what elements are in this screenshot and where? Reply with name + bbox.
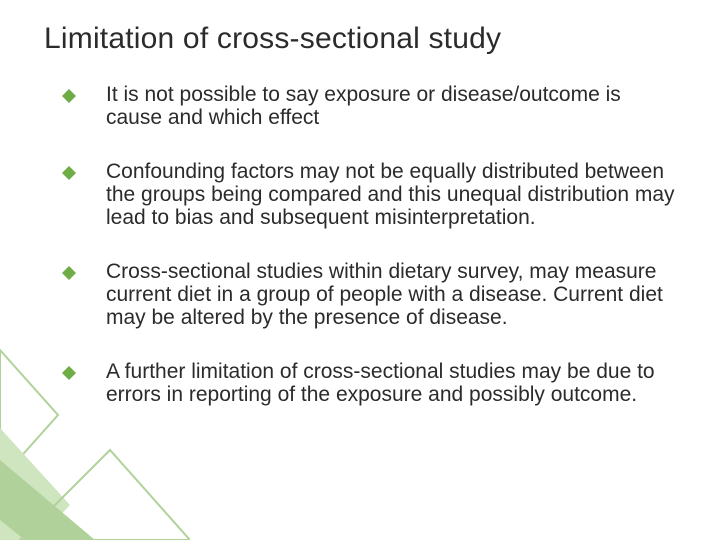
diamond-bullet-icon: [62, 89, 76, 103]
diamond-bullet-icon: [62, 266, 76, 280]
diamond-bullet-icon: [62, 166, 76, 180]
bullet-text: It is not possible to say exposure or di…: [106, 83, 621, 129]
list-item: A further limitation of cross-sectional …: [62, 361, 676, 406]
diamond-bullet-icon: [62, 366, 76, 380]
bullet-text: Cross-sectional studies within dietary s…: [106, 260, 663, 328]
list-item: It is not possible to say exposure or di…: [62, 84, 676, 129]
bullet-text: A further limitation of cross-sectional …: [106, 360, 655, 406]
list-item: Cross-sectional studies within dietary s…: [62, 261, 676, 329]
slide-title: Limitation of cross-sectional study: [44, 22, 676, 56]
list-item: Confounding factors may not be equally d…: [62, 161, 676, 229]
bullet-text: Confounding factors may not be equally d…: [106, 160, 675, 228]
bullet-list: It is not possible to say exposure or di…: [44, 84, 676, 407]
slide: Limitation of cross-sectional study It i…: [0, 0, 720, 540]
